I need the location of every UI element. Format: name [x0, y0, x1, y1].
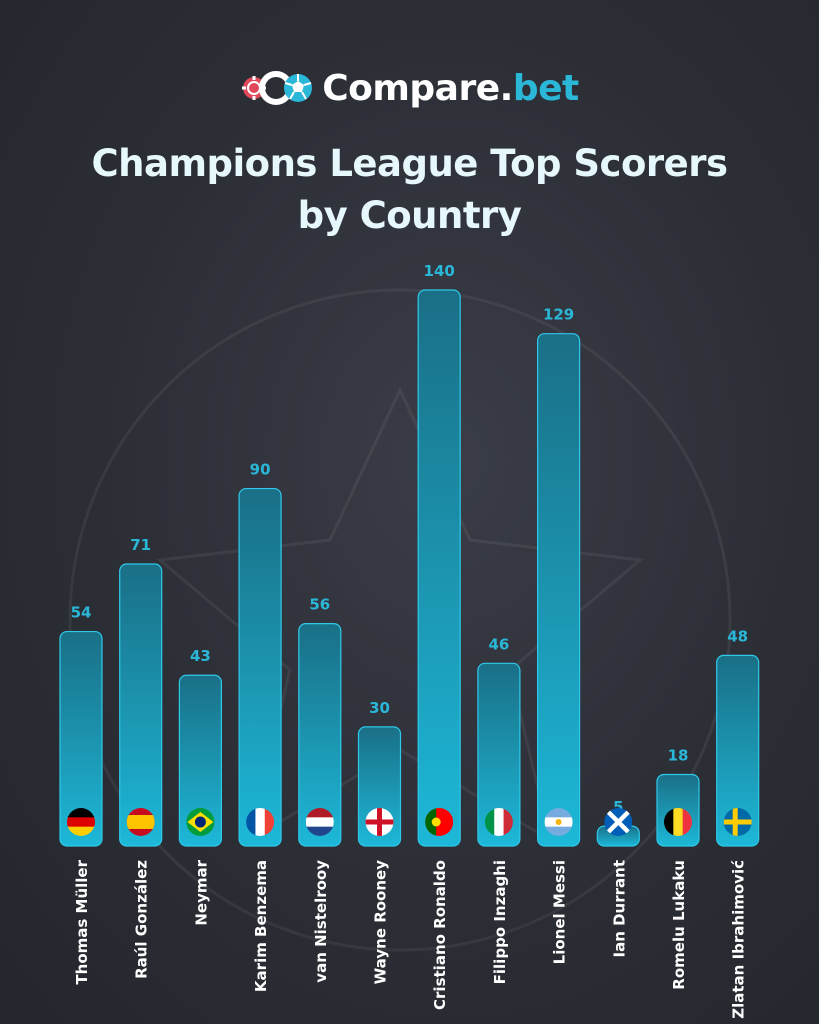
bar-group-portugal: 140 Cristiano Ronaldo [417, 262, 461, 1010]
background-star-decoration [68, 288, 732, 952]
bar-netherlands [298, 622, 342, 847]
bar-group-germany: 54 Thomas Müller [59, 604, 103, 985]
bar-group-sweden: 48 Zlatan Ibrahimović [716, 627, 760, 1019]
bar-value-label: 90 [250, 461, 271, 479]
brand-wordmark: Compare.bet [322, 67, 579, 109]
title-line-2: by Country [297, 194, 522, 237]
bar-group-scotland: 5 Ian Durrant [596, 798, 640, 958]
bar-brazil [178, 674, 222, 847]
belgium-flag-icon [664, 808, 692, 836]
brand-name-accent: bet [512, 67, 579, 109]
bar-germany [59, 630, 103, 847]
category-tick-label: Karim Benzema [252, 860, 270, 992]
bar-value-label: 129 [543, 306, 574, 324]
bar-italy [477, 662, 521, 847]
category-tick-label: Thomas Müller [73, 859, 91, 984]
bar-sweden [716, 654, 760, 847]
bar-group-italy: 46 Filippo Inzaghi [477, 635, 521, 984]
bar-value-label: 5 [613, 798, 623, 816]
bar-value-label: 43 [190, 647, 211, 665]
bar-value-label: 48 [727, 627, 748, 645]
brand-logo: Compare.bet [0, 66, 819, 110]
category-tick-label: Cristiano Ronaldo [431, 860, 449, 1010]
logo-mark [242, 71, 313, 105]
title-line-1: Champions League Top Scorers [91, 142, 728, 185]
bar-group-argentina: 129 Lionel Messi [536, 306, 581, 964]
netherlands-flag-icon [305, 808, 334, 836]
brazil-flag-icon [186, 808, 215, 836]
bar-value-label: 56 [309, 596, 330, 614]
germany-flag-icon [67, 808, 95, 836]
category-tick-label: Zlatan Ibrahimović [730, 860, 748, 1019]
bar-group-belgium: 18 Romelu Lukaku [656, 747, 700, 990]
bar-group-netherlands: 56 van Nistelrooy [298, 596, 342, 983]
bar-france [238, 487, 282, 847]
england-flag-icon [365, 808, 394, 836]
bar-group-brazil: 43 Neymar [178, 647, 222, 926]
spain-flag-icon [126, 808, 155, 836]
bar-value-label: 46 [488, 635, 509, 653]
bar-portugal [417, 289, 461, 847]
category-tick-label: Ian Durrant [610, 860, 628, 958]
category-tick-label: Filippo Inzaghi [491, 860, 509, 984]
category-tick-label: van Nistelrooy [312, 860, 330, 983]
scotland-flag-icon [604, 808, 633, 836]
bar-value-label: 18 [668, 747, 689, 765]
category-tick-label: Romelu Lukaku [670, 860, 688, 990]
bar-value-label: 54 [71, 604, 92, 622]
page-title: Champions League Top Scorers by Country [0, 138, 819, 242]
bar-value-label: 71 [130, 536, 151, 554]
bar-group-spain: 71 Raúl González [119, 536, 163, 979]
portugal-flag-icon [425, 808, 454, 836]
category-tick-label: Lionel Messi [551, 860, 569, 964]
sweden-flag-icon [723, 808, 752, 836]
bar-argentina [536, 333, 581, 847]
bar-group-england: 30 Wayne Rooney [357, 699, 402, 985]
football-icon [284, 74, 313, 102]
italy-flag-icon [484, 808, 513, 836]
argentina-flag-icon [544, 808, 573, 836]
category-tick-label: Wayne Rooney [372, 860, 390, 985]
bar-spain [119, 563, 163, 847]
bar-value-label: 30 [369, 699, 390, 717]
bar-value-label: 140 [424, 262, 455, 280]
category-tick-label: Raúl González [133, 860, 151, 979]
brand-name-main: Compare. [322, 67, 513, 109]
bar-group-france: 90 Karim Benzema [238, 461, 282, 992]
category-tick-label: Neymar [192, 859, 210, 925]
france-flag-icon [246, 808, 275, 836]
